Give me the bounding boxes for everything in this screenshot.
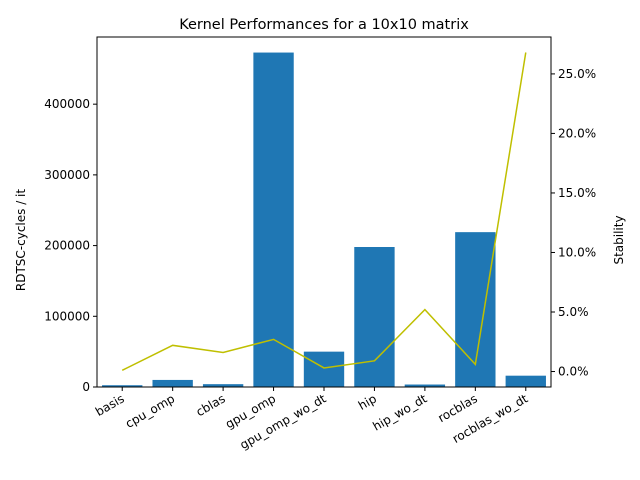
y-tick-label: 0 — [82, 380, 90, 394]
bar-cpu_omp — [152, 379, 193, 387]
x-tick-label: hip_wo_dt — [370, 391, 429, 433]
left-axis-ticks: 0 100000 200000 300000 400000 — [44, 97, 97, 394]
y-tick-label: 400000 — [44, 97, 90, 111]
bar-gpu_omp — [253, 52, 294, 388]
x-tick-label: hip — [356, 391, 379, 412]
bar-hip_wo_dt — [404, 384, 446, 387]
bar-hip — [354, 247, 395, 387]
y2-tick-label: 0.0% — [558, 365, 589, 379]
bar-cblas — [202, 384, 244, 387]
y-axis-label: RDTSC-cycles / it — [14, 189, 28, 292]
x-tick-label: cblas — [194, 391, 228, 419]
y-tick-label: 100000 — [44, 309, 90, 323]
bar-gpu_omp_wo_dt — [303, 351, 345, 387]
y2-axis-label: Stability — [612, 215, 626, 264]
stability-line-group — [121, 52, 527, 372]
x-tick-label: gpu_omp_wo_dt — [238, 391, 329, 452]
y2-tick-label: 20.0% — [558, 126, 596, 140]
right-axis-ticks: 0.0% 5.0% 10.0% 15.0% 20.0% 25.0% — [551, 67, 596, 379]
y-tick-label: 200000 — [44, 239, 90, 253]
x-tick-label: basis — [93, 391, 127, 419]
y2-tick-label: 5.0% — [558, 305, 589, 319]
y2-tick-label: 25.0% — [558, 67, 596, 81]
chart-title: Kernel Performances for a 10x10 matrix — [179, 17, 469, 33]
x-tick-label: cpu_omp — [123, 391, 177, 430]
bar-basis — [102, 385, 143, 387]
bar-rocblas_wo_dt — [505, 375, 546, 387]
y-tick-label: 300000 — [44, 168, 90, 182]
y2-tick-label: 15.0% — [558, 186, 596, 200]
y2-tick-label: 10.0% — [558, 245, 596, 259]
bars-group — [102, 52, 546, 388]
